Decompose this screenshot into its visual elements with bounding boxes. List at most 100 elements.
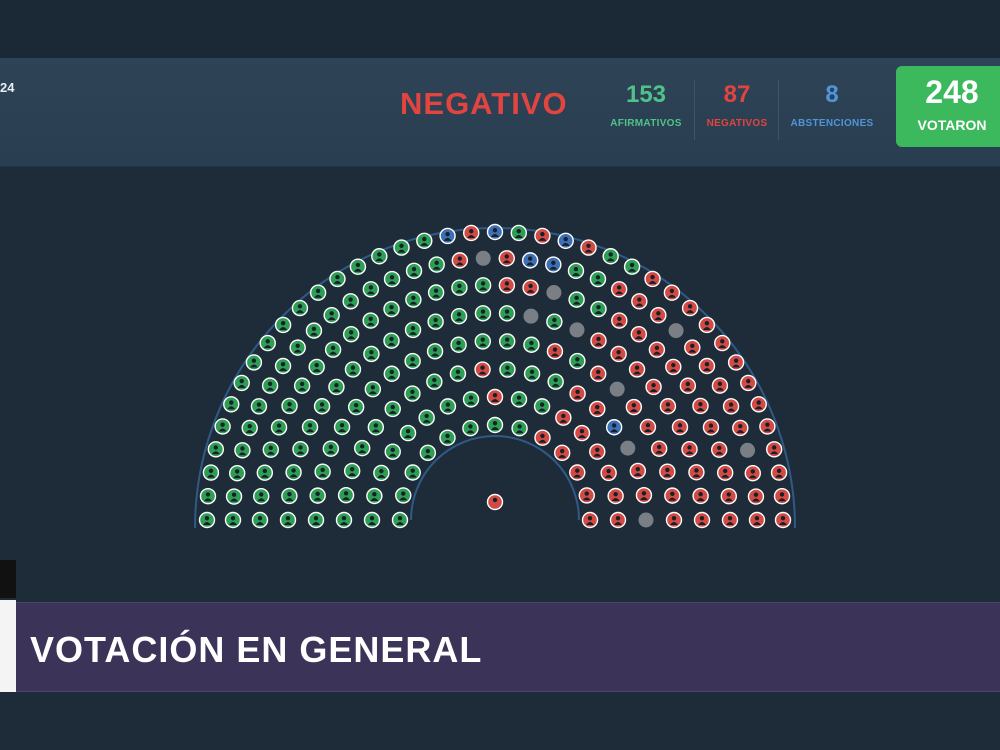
seat-avatar-head [298, 445, 303, 450]
seat-afirmativo [293, 377, 311, 394]
seat-avatar-head [457, 283, 462, 289]
seat-afirmativo [313, 398, 331, 415]
seat-empty-circle [668, 323, 684, 339]
negativos-count: 87 [723, 81, 751, 108]
seat-afirmativo [245, 354, 263, 371]
seat-afirmativo [207, 441, 225, 458]
seat-avatar-head [205, 492, 211, 497]
seat-negativo [659, 398, 677, 415]
seat-avatar-body [778, 498, 787, 502]
seat-avatar-body [763, 428, 772, 432]
seat-afirmativo [404, 352, 421, 370]
seat-avatar-head [267, 381, 273, 387]
seat-avatar-body [420, 242, 429, 246]
seat-avatar-body [366, 291, 375, 295]
seat-afirmativo [274, 357, 292, 375]
seat-afirmativo [427, 313, 444, 330]
seat-negativo [765, 441, 783, 458]
seat-avatar-body [663, 408, 672, 412]
seat-avatar-head [329, 311, 334, 316]
seat-avatar-head [240, 446, 245, 451]
seat-avatar-head [280, 362, 286, 367]
seat-avatar-body [388, 453, 397, 457]
seat-avatar-head [457, 256, 463, 261]
seat-avatar-body [668, 497, 677, 501]
seat-avatar-head [596, 369, 601, 375]
seat-avatar-body [399, 497, 408, 501]
seat-afirmativo [251, 511, 269, 529]
seat-avatar-head [389, 305, 394, 310]
seat-avatar-body [230, 498, 239, 502]
seat-avatar-head [687, 304, 693, 309]
seat-avatar-body [633, 472, 642, 476]
seat-avatar-body [527, 346, 536, 350]
seat-afirmativo [279, 511, 297, 529]
seat-avatar-head [410, 468, 415, 473]
seat-avatar-body [347, 336, 356, 340]
seat-avatar-body [309, 332, 318, 336]
seat-avatar-body [538, 237, 547, 241]
seat-avatar-head [334, 382, 339, 388]
seat-negativo [659, 463, 676, 480]
seat-afirmativo [418, 409, 435, 426]
seat-avatar-head [410, 325, 416, 331]
seat-avatar-body [443, 408, 452, 412]
seat-negativo [630, 325, 648, 343]
seat-ausente [546, 285, 562, 301]
seat-avatar-body [586, 522, 594, 525]
seat-afirmativo [291, 299, 309, 317]
seat-afirmativo [253, 488, 270, 505]
seat-avatar-head [573, 266, 579, 272]
seat-avatar-body [332, 388, 341, 392]
seat-afirmativo [342, 293, 359, 310]
seat-avatar-body [352, 409, 361, 413]
seat-avatar-head [636, 330, 642, 335]
seat-avatar-head [434, 260, 439, 265]
seat-negativo [721, 511, 739, 529]
seat-avatar-body [770, 451, 779, 455]
seat-avatar-head [574, 295, 579, 301]
seat-avatar-body [387, 375, 396, 379]
seat-avatar-body [203, 498, 212, 502]
seat-avatar-head [389, 369, 394, 375]
seat-negativo [498, 277, 516, 294]
seat-afirmativo [343, 462, 361, 480]
seat-avatar-head [776, 468, 782, 473]
seat-avatar-body [285, 407, 294, 411]
seat-afirmativo [362, 281, 380, 298]
seat-avatar-head [529, 340, 534, 346]
seat-avatar-head [717, 445, 722, 451]
seat-avatar-body [696, 497, 705, 501]
seat-avatar-head [492, 228, 498, 233]
seat-afirmativo [353, 439, 371, 457]
seat-afirmativo [439, 429, 456, 446]
seat-avatar-body [431, 353, 440, 357]
seat-avatar-head [456, 312, 462, 317]
seat-avatar-body [298, 387, 307, 391]
seat-avatar-head [348, 297, 353, 302]
seat-avatar-body [775, 474, 784, 478]
seat-negativo [645, 378, 662, 396]
seat-afirmativo [324, 341, 342, 358]
seat-afirmativo [337, 486, 355, 504]
seat-avatar-body [706, 429, 715, 433]
seat-avatar-body [558, 454, 567, 458]
seat-avatar-head [411, 266, 417, 272]
seat-avatar-head [480, 309, 486, 314]
seat-avatar-head [694, 468, 699, 473]
seat-afirmativo [462, 420, 479, 437]
seat-avatar-head [750, 469, 755, 474]
afirmativos-label: AFIRMATIVOS [610, 118, 682, 129]
seat-avatar-body [615, 322, 624, 326]
seat-avatar-head [359, 444, 365, 449]
banner-title: VOTACIÓN EN GENERAL [30, 629, 483, 670]
seat-avatar-head [330, 345, 336, 351]
seat-avatar-body [409, 331, 418, 335]
seat-avatar-body [754, 406, 763, 410]
seat-avatar-body [318, 473, 327, 477]
seat-negativo [663, 284, 681, 301]
seat-avatar-body [387, 311, 396, 315]
seat-avatar-body [455, 262, 464, 266]
seat-avatar-body [561, 242, 570, 246]
seat-avatar-body [573, 363, 582, 367]
